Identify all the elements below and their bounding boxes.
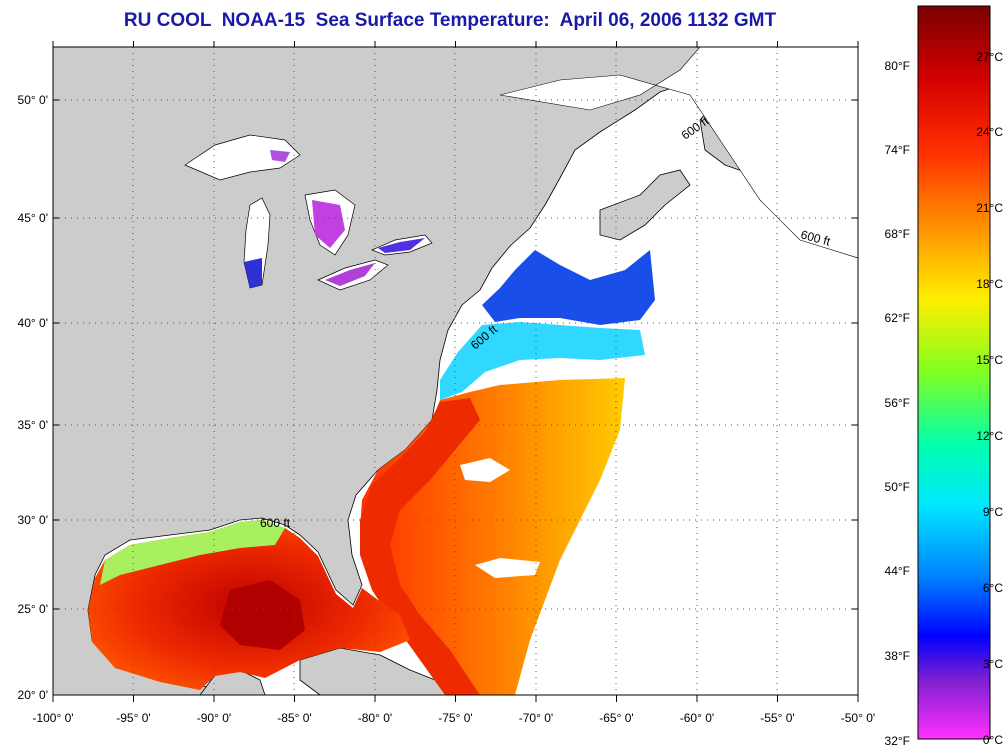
- lon-tick-label: -60° 0': [680, 711, 714, 725]
- lon-tick-label: -55° 0': [760, 711, 794, 725]
- lake-ontario-sst: [378, 238, 425, 253]
- lat-tick-label: 30° 0': [18, 513, 48, 527]
- sst-gulf-warm-core: [220, 580, 305, 650]
- lat-tick-label: 40° 0': [18, 316, 48, 330]
- colorbar-c-label: 15°C: [976, 353, 1003, 367]
- colorbar-f-label: 68°F: [885, 227, 910, 241]
- sst-swath-cyan-band: [440, 322, 645, 400]
- colorbar-f-label: 56°F: [885, 396, 910, 410]
- lake-huron-sst: [312, 200, 345, 248]
- lon-tick-label: -100° 0': [32, 711, 73, 725]
- lon-tick-label: -65° 0': [599, 711, 633, 725]
- graticule: [53, 47, 858, 695]
- colorbar-c-label: 27°C: [976, 50, 1003, 64]
- lat-tick-label: 50° 0': [18, 93, 48, 107]
- sst-gulf-stream: [360, 398, 480, 695]
- lon-tick-label: -50° 0': [841, 711, 875, 725]
- lon-tick-label: -70° 0': [519, 711, 553, 725]
- lake-superior-sst: [270, 150, 290, 162]
- colorbar-f-label: 38°F: [885, 649, 910, 663]
- sst-cloud-patch: [460, 458, 510, 482]
- colorbar-f-label: 32°F: [885, 734, 910, 748]
- lon-tick-label: -80° 0': [358, 711, 392, 725]
- map-layers: 600 ft 600 ft 600 ft 600 ft: [53, 47, 858, 695]
- colorbar-c-label: 0°C: [983, 733, 1003, 747]
- lat-tick-label: 25° 0': [18, 602, 48, 616]
- sst-cloud-patch: [475, 558, 540, 578]
- lat-tick-label: 20° 0': [18, 688, 48, 702]
- lat-labels: 50° 0' 45° 0' 40° 0' 35° 0' 30° 0' 25° 0' 20° …: [18, 93, 48, 702]
- lon-tick-label: -90° 0': [197, 711, 231, 725]
- ocean-north-white: [499, 47, 858, 259]
- land-nova-scotia: [599, 169, 691, 241]
- lon-tick-label: -95° 0': [116, 711, 150, 725]
- axis-ticks: [52, 41, 859, 702]
- colorbar-celsius-labels: 27°C 24°C 21°C 18°C 15°C 12°C 9°C 6°C 3°C 0°C: [976, 50, 1003, 747]
- lat-tick-label: 45° 0': [18, 211, 48, 225]
- lake-erie-sst: [325, 263, 375, 286]
- colorbar-f-label: 50°F: [885, 480, 910, 494]
- map-title: RU COOL NOAA-15 Sea Surface Temperature:…: [123, 10, 777, 31]
- colorbar-c-label: 9°C: [983, 505, 1003, 519]
- lake-superior: [184, 134, 301, 181]
- lon-tick-label: -85° 0': [277, 711, 311, 725]
- colorbar-c-label: 12°C: [976, 429, 1003, 443]
- lon-tick-label: -75° 0': [438, 711, 472, 725]
- contour-label: 600 ft: [260, 516, 291, 530]
- sst-swath-gulf-of-maine: [482, 250, 655, 325]
- lake-michigan-sst: [244, 258, 262, 288]
- sst-gulf-cool-shelf: [100, 520, 285, 585]
- colorbar-f-label: 74°F: [885, 143, 910, 157]
- colorbar-c-label: 24°C: [976, 125, 1003, 139]
- colorbar-c-label: 6°C: [983, 581, 1003, 595]
- lon-labels: -100° 0' -95° 0' -90° 0' -85° 0' -80° 0' -75°…: [32, 711, 875, 725]
- colorbar-scale: [917, 5, 991, 740]
- colorbar-c-label: 18°C: [976, 277, 1003, 291]
- colorbar-c-label: 3°C: [983, 657, 1003, 671]
- lat-tick-label: 35° 0': [18, 418, 48, 432]
- colorbar-fahrenheit-labels: 80°F 74°F 68°F 62°F 56°F 50°F 44°F 38°F 32°F: [885, 59, 910, 748]
- colorbar-f-label: 62°F: [885, 311, 910, 325]
- colorbar-f-label: 80°F: [885, 59, 910, 73]
- colorbar-f-label: 44°F: [885, 564, 910, 578]
- colorbar-c-label: 21°C: [976, 201, 1003, 215]
